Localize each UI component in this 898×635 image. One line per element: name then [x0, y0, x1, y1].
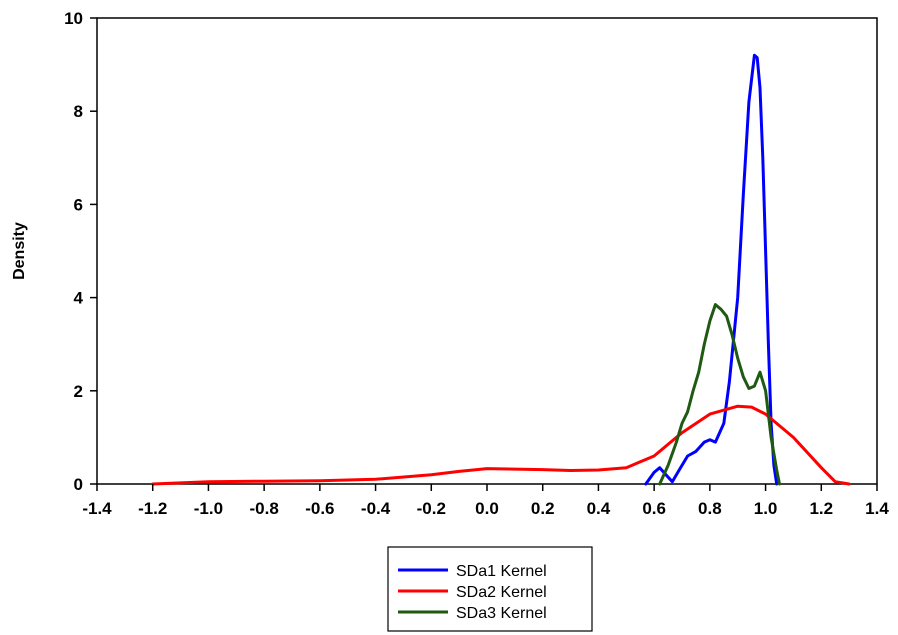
- x-tick-label: -1.4: [82, 499, 112, 518]
- x-tick-label: 0.6: [642, 499, 666, 518]
- y-axis-title: Density: [11, 222, 28, 280]
- x-tick-label: -0.4: [361, 499, 391, 518]
- x-tick-label: 0.0: [475, 499, 499, 518]
- y-tick-label: 6: [74, 195, 83, 214]
- x-tick-label: 1.2: [809, 499, 833, 518]
- x-axis: -1.4 -1.2 -1.0 -0.8 -0.6 -0.4 -0.2 0.0 0.2 0.4 0.6…: [82, 484, 889, 518]
- x-tick-label: -0.8: [249, 499, 278, 518]
- x-tick-label: 1.4: [865, 499, 889, 518]
- legend-label-3: SDa3 Kernel: [456, 605, 547, 622]
- series-line-3: [658, 303, 781, 486]
- x-tick-label: -1.0: [194, 499, 223, 518]
- y-tick-label: 8: [74, 102, 83, 121]
- x-tick-label: 1.0: [754, 499, 778, 518]
- y-axis: 0 2 4 6 8 10: [64, 9, 97, 494]
- y-tick-label: 4: [74, 289, 84, 308]
- y-tick-label: 0: [74, 475, 83, 494]
- x-tick-label: 0.2: [531, 499, 555, 518]
- legend: SDa1 Kernel SDa2 Kernel SDa3 Kernel: [387, 546, 593, 632]
- y-tick-label: 10: [64, 9, 83, 28]
- x-tick-label: -0.2: [417, 499, 446, 518]
- legend-label-2: SDa2 Kernel: [456, 584, 547, 601]
- x-tick-label: 0.4: [587, 499, 611, 518]
- legend-box: [387, 546, 593, 632]
- series-line-1: [644, 53, 779, 486]
- y-tick-label: 2: [74, 382, 83, 401]
- series-layer: [151, 53, 851, 486]
- x-tick-label: 0.8: [698, 499, 722, 518]
- legend-label-1: SDa1 Kernel: [456, 563, 547, 580]
- x-tick-label: -1.2: [138, 499, 167, 518]
- x-tick-label: -0.6: [305, 499, 334, 518]
- series-line-2: [151, 404, 851, 486]
